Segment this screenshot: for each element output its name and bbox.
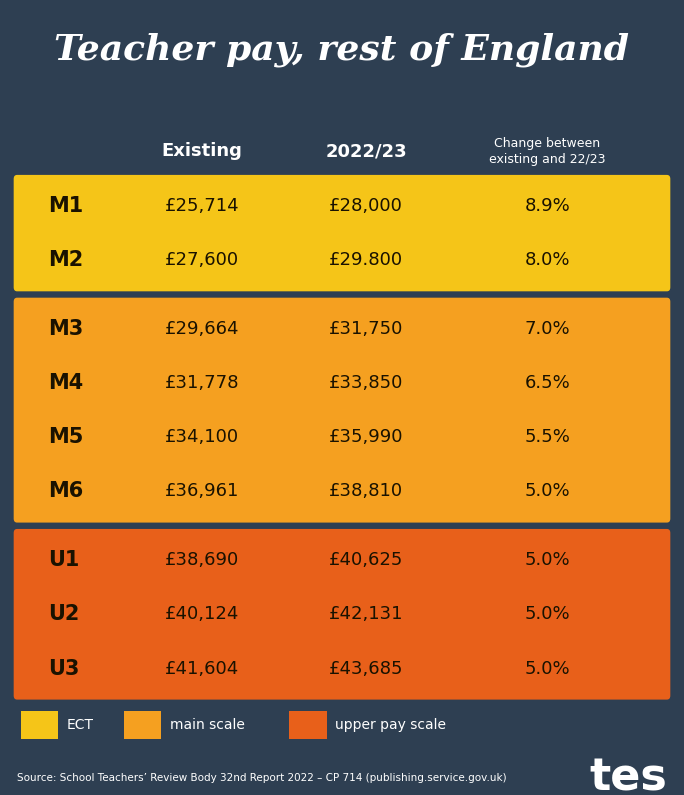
Text: £31,778: £31,778 <box>165 374 239 392</box>
Text: M3: M3 <box>48 319 83 339</box>
Text: £29.800: £29.800 <box>329 251 403 270</box>
FancyBboxPatch shape <box>289 711 327 739</box>
Text: 8.9%: 8.9% <box>525 197 570 215</box>
Text: ECT: ECT <box>66 718 93 732</box>
Text: £42,131: £42,131 <box>329 605 403 623</box>
FancyBboxPatch shape <box>14 175 670 291</box>
Text: £34,100: £34,100 <box>165 429 239 446</box>
Text: £41,604: £41,604 <box>165 660 239 677</box>
Text: £38,690: £38,690 <box>165 551 239 569</box>
Text: 7.0%: 7.0% <box>525 320 570 338</box>
Text: M2: M2 <box>48 250 83 270</box>
Text: 5.0%: 5.0% <box>525 551 570 569</box>
Text: U1: U1 <box>48 550 79 570</box>
FancyBboxPatch shape <box>14 297 670 522</box>
Text: 5.0%: 5.0% <box>525 605 570 623</box>
Text: £43,685: £43,685 <box>329 660 403 677</box>
Text: £36,961: £36,961 <box>165 483 239 501</box>
Text: U2: U2 <box>48 604 79 624</box>
Text: £29,664: £29,664 <box>165 320 239 338</box>
Text: 5.5%: 5.5% <box>524 429 570 446</box>
Text: £27,600: £27,600 <box>165 251 239 270</box>
Text: M1: M1 <box>48 196 83 216</box>
Text: £40,625: £40,625 <box>329 551 403 569</box>
Text: 6.5%: 6.5% <box>525 374 570 392</box>
Text: M4: M4 <box>48 373 83 393</box>
Text: Teacher pay, rest of England: Teacher pay, rest of England <box>55 32 629 67</box>
Text: Change between
existing and 22/23: Change between existing and 22/23 <box>489 137 605 165</box>
Text: main scale: main scale <box>170 718 244 732</box>
Text: £28,000: £28,000 <box>329 197 403 215</box>
Text: £31,750: £31,750 <box>329 320 403 338</box>
Text: M5: M5 <box>48 427 83 448</box>
Text: £40,124: £40,124 <box>165 605 239 623</box>
FancyBboxPatch shape <box>14 529 670 700</box>
Text: 8.0%: 8.0% <box>525 251 570 270</box>
Text: Source: School Teachers’ Review Body 32nd Report 2022 – CP 714 (publishing.servi: Source: School Teachers’ Review Body 32n… <box>17 773 507 782</box>
Text: U3: U3 <box>48 658 79 678</box>
Text: 5.0%: 5.0% <box>525 483 570 501</box>
FancyBboxPatch shape <box>21 711 58 739</box>
Text: 5.0%: 5.0% <box>525 660 570 677</box>
FancyBboxPatch shape <box>124 711 161 739</box>
Text: upper pay scale: upper pay scale <box>335 718 446 732</box>
Text: Existing: Existing <box>161 142 242 160</box>
Text: £25,714: £25,714 <box>164 197 239 215</box>
Text: £38,810: £38,810 <box>329 483 403 501</box>
Text: M6: M6 <box>48 482 83 502</box>
Text: tes: tes <box>589 756 667 795</box>
Text: 2022/23: 2022/23 <box>325 142 407 160</box>
Text: £35,990: £35,990 <box>329 429 403 446</box>
Text: £33,850: £33,850 <box>329 374 403 392</box>
